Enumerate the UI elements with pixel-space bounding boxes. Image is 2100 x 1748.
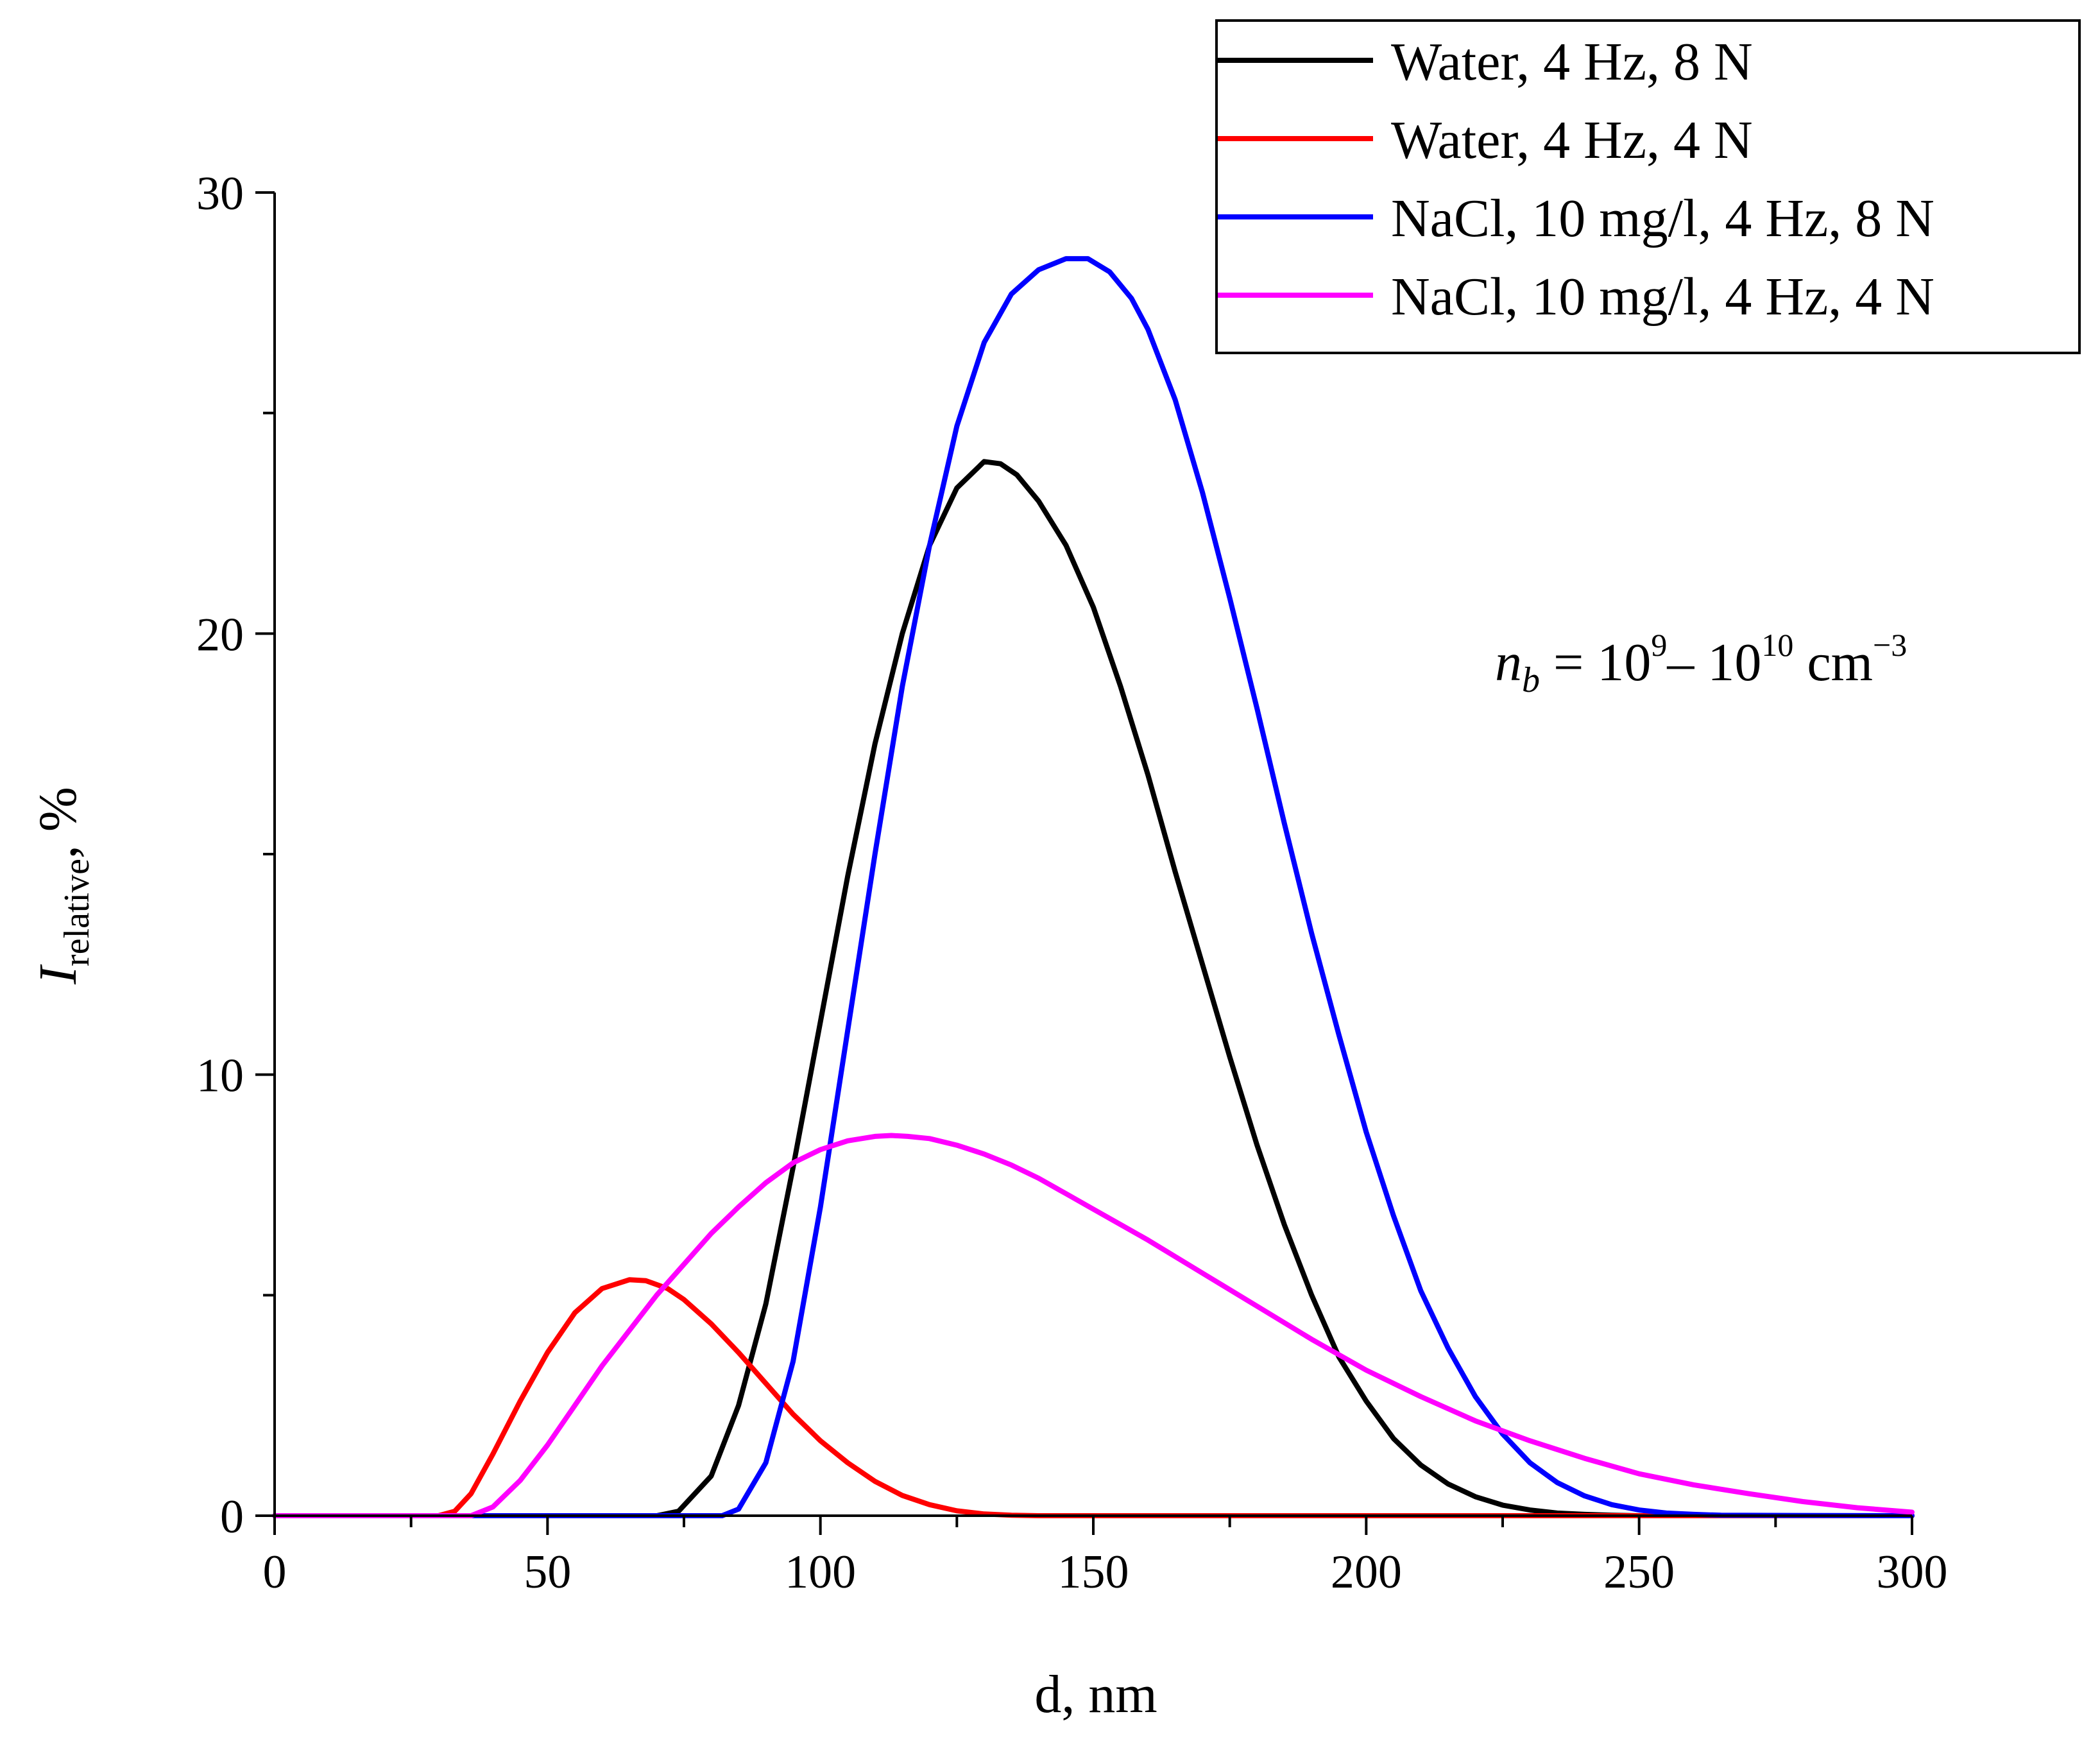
y-axis-title: Irelative, % — [28, 787, 97, 985]
y-tick-label: 10 — [196, 1050, 244, 1102]
series-line-1 — [272, 459, 1915, 1518]
x-tick-label: 250 — [1603, 1546, 1675, 1598]
y-axis-title-main: I — [28, 964, 88, 985]
x-tick-label: 100 — [785, 1546, 856, 1598]
y-tick-label: 0 — [220, 1491, 244, 1543]
annotation-var: n — [1495, 633, 1522, 692]
annotation-dash: – 10 — [1666, 633, 1761, 692]
series-line-4 — [272, 1133, 1915, 1518]
ticks: 0 50 100 150 200 250 300 0 10 20 30 — [196, 167, 1948, 1598]
x-tick-label: 200 — [1331, 1546, 1402, 1598]
x-tick-label: 300 — [1877, 1546, 1948, 1598]
x-tick-label: 0 — [263, 1546, 287, 1598]
series-line-2 — [272, 1277, 1915, 1518]
series-line-3 — [272, 256, 1915, 1518]
y-tick-label: 30 — [196, 167, 244, 220]
annotation-unit: cm — [1793, 633, 1873, 692]
axes — [273, 193, 1912, 1517]
density-annotation: nb = 109– 1010 cm−3 — [1495, 627, 1907, 700]
plot-area — [272, 256, 1915, 1518]
y-tick-label: 20 — [196, 608, 244, 661]
annotation-sub: b — [1522, 660, 1540, 700]
legend-label-3: NaCl, 10 mg/l, 4 Hz, 8 N — [1391, 189, 1934, 248]
legend-label-4: NaCl, 10 mg/l, 4 Hz, 4 N — [1391, 267, 1934, 327]
legend-label-2: Water, 4 Hz, 4 N — [1391, 110, 1753, 170]
x-tick-label: 150 — [1058, 1546, 1129, 1598]
legend-label-1: Water, 4 Hz, 8 N — [1391, 32, 1753, 92]
annotation-eq: = 10 — [1540, 633, 1651, 692]
y-axis-title-suffix: , % — [28, 787, 88, 859]
legend-entries: Water, 4 Hz, 8 N Water, 4 Hz, 4 N NaCl, 10… — [1218, 32, 1934, 327]
x-axis-title: d, nm — [1034, 1665, 1157, 1724]
y-axis-title-sub: relative — [57, 859, 97, 966]
annotation-exp3: −3 — [1873, 627, 1907, 663]
annotation-exp2: 10 — [1761, 627, 1793, 663]
x-tick-label: 50 — [524, 1546, 571, 1598]
legend: Water, 4 Hz, 8 N Water, 4 Hz, 4 N NaCl, 10… — [1215, 19, 2081, 354]
annotation-exp1: 9 — [1651, 627, 1667, 663]
